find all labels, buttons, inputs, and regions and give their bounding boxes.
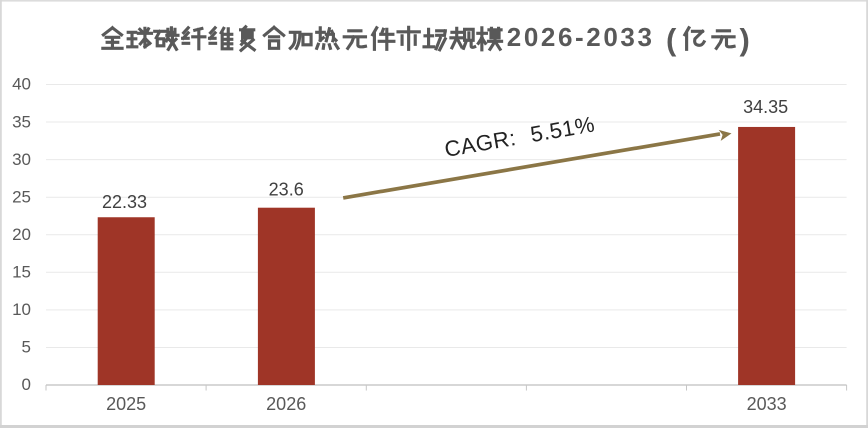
- svg-text:5: 5: [22, 338, 31, 357]
- svg-text:(: (: [666, 22, 677, 57]
- svg-text:35: 35: [12, 112, 31, 131]
- svg-text:34.35: 34.35: [743, 97, 788, 117]
- svg-text:25: 25: [12, 187, 31, 206]
- svg-text:2033: 2033: [747, 394, 787, 414]
- svg-text:23.6: 23.6: [269, 180, 304, 200]
- svg-text:40: 40: [12, 75, 31, 94]
- svg-text:): ): [740, 22, 750, 57]
- svg-text:2025: 2025: [106, 394, 146, 414]
- svg-text:22.33: 22.33: [102, 192, 147, 212]
- svg-text:0: 0: [22, 375, 31, 394]
- svg-text:2026-2033: 2026-2033: [507, 22, 655, 52]
- svg-text:2026: 2026: [266, 394, 306, 414]
- svg-text:30: 30: [12, 150, 31, 169]
- svg-text:10: 10: [12, 300, 31, 319]
- svg-text:15: 15: [12, 263, 31, 282]
- svg-text:20: 20: [12, 225, 31, 244]
